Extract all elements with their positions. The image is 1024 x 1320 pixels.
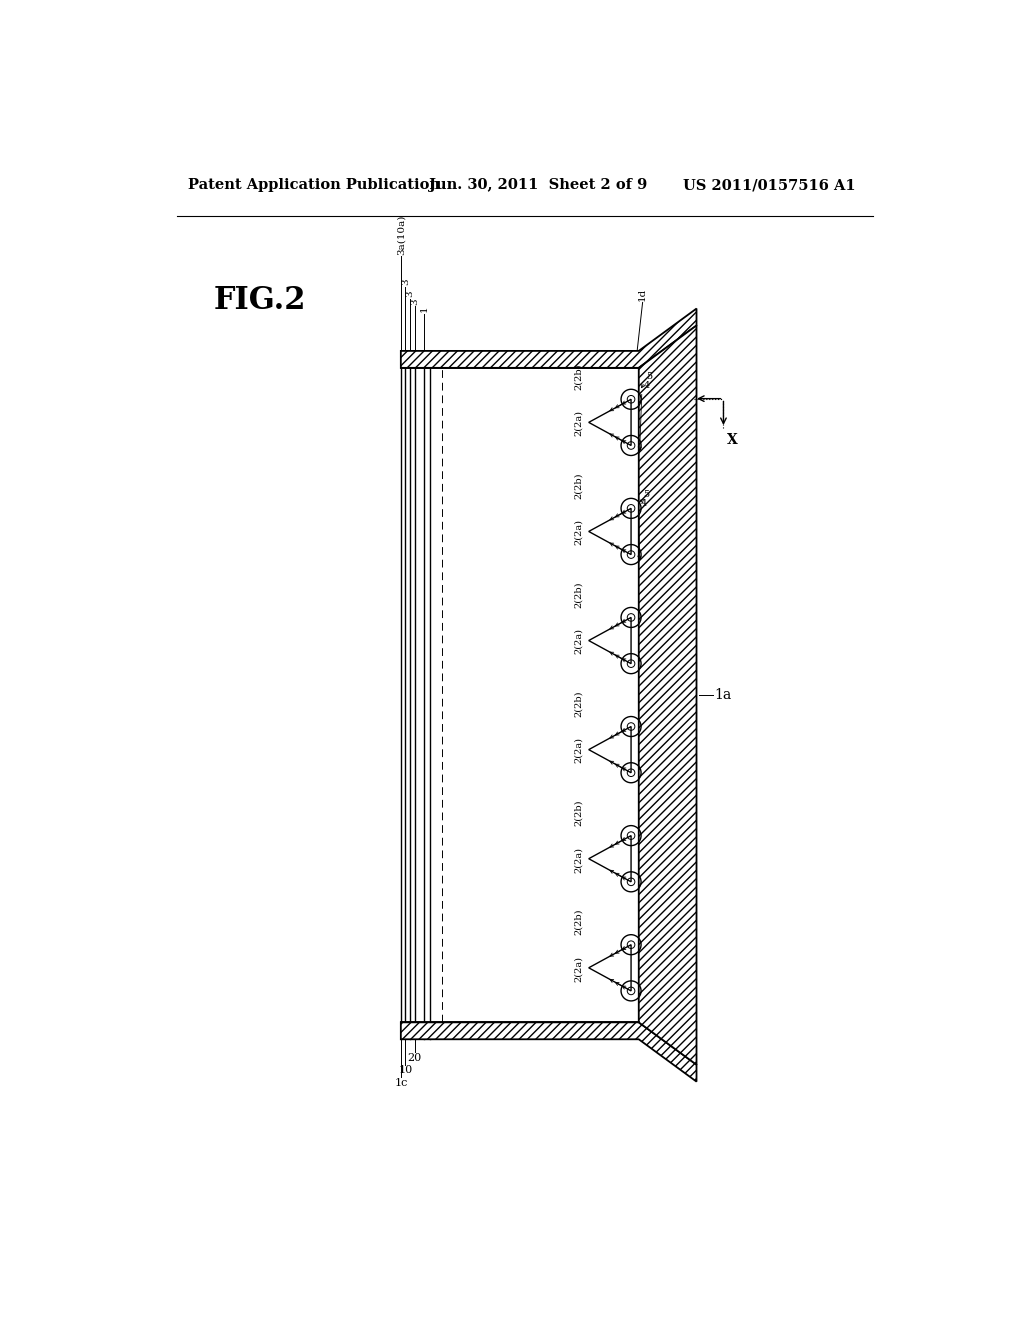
Text: 3: 3 bbox=[406, 290, 415, 297]
Text: 4: 4 bbox=[643, 381, 649, 389]
Text: 2(2b): 2(2b) bbox=[573, 690, 583, 717]
Text: FIG.2: FIG.2 bbox=[214, 285, 306, 317]
Text: 1d: 1d bbox=[638, 288, 647, 301]
Text: X: X bbox=[727, 433, 737, 446]
Polygon shape bbox=[639, 326, 696, 1065]
Text: 2(2a): 2(2a) bbox=[573, 738, 583, 763]
Text: 1a: 1a bbox=[714, 688, 731, 702]
Text: 3a(10a): 3a(10a) bbox=[396, 214, 406, 255]
Polygon shape bbox=[400, 1022, 696, 1081]
Text: 20: 20 bbox=[408, 1053, 422, 1063]
Text: 2(2b): 2(2b) bbox=[573, 800, 583, 826]
Text: 1c: 1c bbox=[394, 1077, 408, 1088]
Text: 2(2a): 2(2a) bbox=[573, 411, 583, 436]
Text: 2(2a): 2(2a) bbox=[573, 956, 583, 982]
Text: Jun. 30, 2011  Sheet 2 of 9: Jun. 30, 2011 Sheet 2 of 9 bbox=[429, 178, 647, 193]
Text: 5: 5 bbox=[643, 490, 649, 499]
Text: 4: 4 bbox=[640, 499, 646, 508]
Text: 2(2a): 2(2a) bbox=[573, 628, 583, 655]
Polygon shape bbox=[400, 368, 639, 1022]
Text: 2(2a): 2(2a) bbox=[573, 519, 583, 545]
Polygon shape bbox=[400, 309, 696, 368]
Text: 1: 1 bbox=[420, 306, 428, 313]
Text: 2(2b): 2(2b) bbox=[573, 909, 583, 936]
Text: Patent Application Publication: Patent Application Publication bbox=[188, 178, 440, 193]
Text: 3: 3 bbox=[411, 298, 419, 305]
Text: 10: 10 bbox=[398, 1065, 413, 1076]
Text: Z: Z bbox=[678, 392, 688, 405]
Text: 2(2b): 2(2b) bbox=[573, 582, 583, 609]
Text: US 2011/0157516 A1: US 2011/0157516 A1 bbox=[683, 178, 856, 193]
Text: 2(2b): 2(2b) bbox=[573, 473, 583, 499]
Text: 2(2a): 2(2a) bbox=[573, 846, 583, 873]
Text: 5: 5 bbox=[646, 372, 652, 380]
Text: 2(2b): 2(2b) bbox=[573, 363, 583, 389]
Text: 3: 3 bbox=[401, 279, 410, 285]
